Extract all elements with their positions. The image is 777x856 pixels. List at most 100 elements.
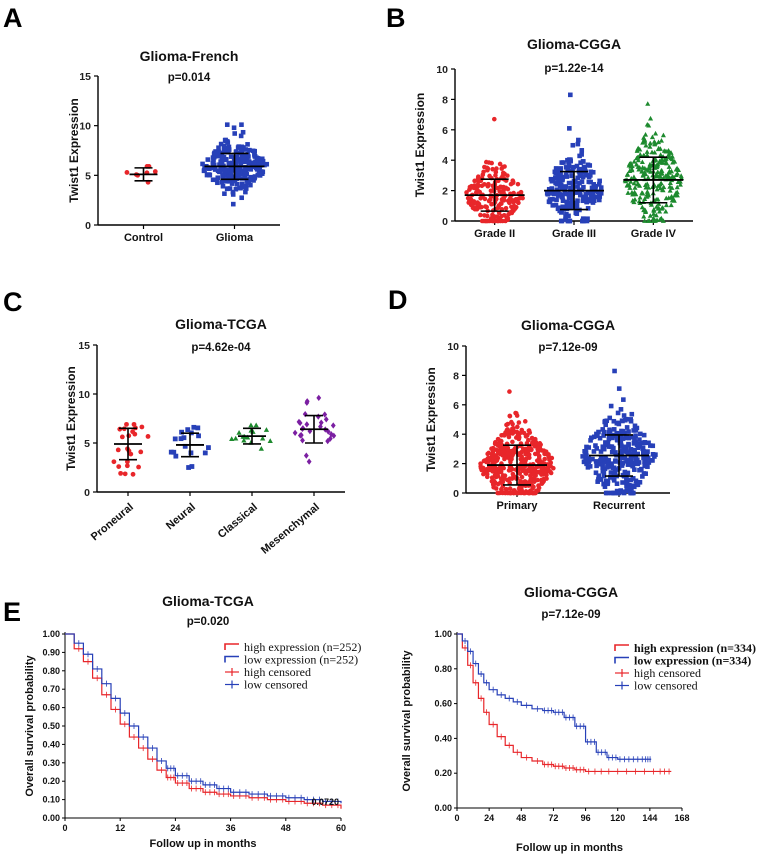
data-point	[548, 463, 553, 469]
data-point	[641, 207, 647, 213]
data-point	[566, 204, 571, 209]
data-point	[643, 171, 649, 177]
y-tick-label: 0	[84, 487, 90, 499]
data-point	[584, 199, 590, 205]
x-tick-label: 120	[610, 813, 625, 823]
data-point	[509, 455, 514, 460]
data-point	[507, 389, 512, 394]
data-point	[510, 178, 516, 183]
data-point	[481, 169, 486, 175]
x-tick-label-mesenchymal: Mesenchymal	[259, 501, 322, 557]
data-point	[215, 168, 221, 174]
panel-c-scatter: Glioma-TCGA p=4.62e-04 0 5 10 15 Twist1 Expres…	[64, 316, 345, 557]
data-point	[586, 459, 592, 465]
data-point	[469, 201, 475, 207]
panel-letter-d: D	[388, 285, 408, 315]
y-tick-label: 0.60	[434, 699, 452, 709]
data-point	[593, 183, 599, 189]
data-point	[195, 425, 201, 431]
data-point	[639, 466, 644, 472]
y-tick-label: 1.00	[434, 629, 452, 639]
p-value: p=0.020	[187, 616, 230, 628]
data-point	[606, 436, 612, 442]
data-point	[648, 115, 654, 121]
data-point	[323, 416, 329, 423]
data-point	[138, 449, 144, 455]
data-point	[467, 187, 472, 192]
legend-label-low-expression-n-252: low expression (n=252)	[244, 653, 358, 667]
data-point	[595, 194, 600, 200]
data-point	[584, 453, 589, 459]
data-point	[567, 193, 572, 198]
chart-title: Glioma-CGGA	[527, 36, 621, 52]
data-point	[566, 195, 572, 201]
data-point	[240, 158, 246, 163]
data-point	[577, 180, 582, 186]
data-point	[666, 164, 672, 169]
data-point	[522, 419, 528, 424]
data-point	[532, 490, 537, 496]
y-tick-label: 0	[85, 220, 91, 232]
data-point	[239, 195, 244, 201]
data-point	[644, 181, 650, 186]
panel-d-scatter: Glioma-CGGA p=7.12e-09 0 2 4 6 8 10 Twist1 Expre…	[424, 317, 670, 512]
data-point	[629, 411, 635, 417]
data-point	[489, 160, 494, 166]
data-point	[542, 456, 547, 462]
data-point	[485, 183, 491, 189]
y-axis-label: Overall survival probability	[24, 655, 36, 797]
data-point	[624, 449, 629, 455]
data-point	[501, 198, 507, 203]
tiny-annotation: 0.0720	[311, 797, 339, 807]
data-point	[207, 172, 213, 178]
data-point	[648, 443, 653, 448]
y-axis-label: Overall survival probability	[401, 650, 413, 792]
data-point	[556, 176, 561, 182]
data-point	[569, 198, 574, 203]
data-point	[492, 116, 497, 122]
data-point	[258, 446, 264, 451]
y-tick-label: 0.20	[434, 768, 452, 778]
x-tick-label: 48	[516, 813, 526, 823]
data-point	[593, 459, 599, 464]
data-point	[210, 177, 216, 183]
data-point	[623, 444, 628, 450]
data-point	[621, 490, 627, 496]
data-point	[575, 184, 580, 189]
data-point	[559, 160, 565, 165]
legend-label-low-censored: low censored	[634, 679, 698, 693]
p-value: p=1.22e-14	[544, 63, 604, 75]
data-point	[511, 199, 516, 205]
data-point	[528, 473, 533, 479]
x-tick-label-neural: Neural	[164, 501, 198, 532]
p-value: p=0.014	[168, 72, 211, 84]
data-point	[628, 164, 634, 169]
data-point	[243, 186, 249, 191]
legend-label-high-expression-n-252: high expression (n=252)	[244, 640, 361, 654]
y-tick-label: 6	[442, 125, 448, 137]
data-point	[647, 213, 653, 218]
data-point	[501, 449, 507, 455]
data-point	[580, 216, 586, 221]
data-point	[292, 429, 298, 436]
x-tick-label-primary: Primary	[497, 500, 539, 512]
data-point	[483, 159, 489, 165]
x-tick-label: 72	[548, 813, 558, 823]
data-point	[628, 490, 633, 496]
data-point	[644, 167, 650, 172]
data-point	[630, 476, 636, 481]
data-point	[638, 431, 643, 437]
legend: high expression (n=334)low expression (n…	[614, 641, 756, 693]
data-point	[230, 168, 236, 173]
data-point	[642, 462, 647, 468]
data-point	[600, 461, 605, 466]
data-point	[624, 457, 630, 463]
data-point	[186, 465, 191, 470]
data-point	[652, 140, 658, 146]
data-point	[185, 427, 191, 433]
data-point	[215, 175, 221, 181]
data-point	[644, 152, 650, 158]
data-point	[499, 445, 504, 451]
data-point	[243, 189, 248, 195]
data-point	[233, 435, 239, 441]
